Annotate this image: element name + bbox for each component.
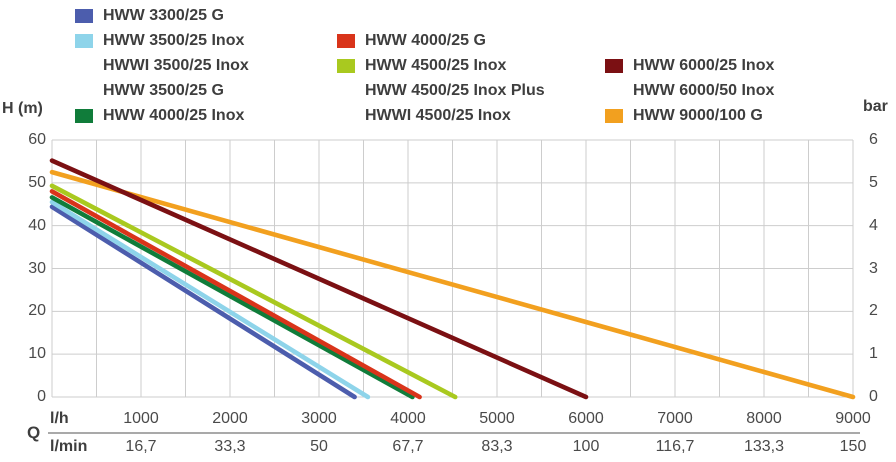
legend-item-label: HWW 4000/25 G (365, 31, 486, 49)
legend-item-label: HWW 4500/25 Inox Plus (365, 81, 545, 99)
legend-item: HWW 4000/25 Inox (75, 103, 249, 128)
x-axis-tick-lh: 9000 (835, 410, 871, 427)
x-axis-tick-lmin: 16,7 (125, 438, 157, 455)
legend-item-label: HWWI 4500/25 Inox (365, 106, 511, 124)
x-axis-tick-lh: 6000 (568, 410, 604, 427)
curve-hww-9000-100-g (49, 169, 856, 400)
legend-swatch-darkred (605, 58, 623, 73)
x-unit-label-lh: l/h (50, 410, 69, 427)
x-axis-tick-lmin: 150 (839, 438, 867, 455)
y2-axis-tick: 6 (869, 131, 878, 148)
x-axis-tick-lh: 5000 (479, 410, 515, 427)
curve-hww-4000-25-inox (49, 195, 415, 400)
legend-item: HWWI 3500/25 Inox (75, 53, 249, 78)
legend-column-3: HWW 6000/25 Inox HWW 6000/50 Inox HWW 90… (605, 53, 774, 128)
legend-item-label: HWW 3500/25 G (103, 81, 224, 99)
legend-column-2: HWW 4000/25 G HWW 4500/25 Inox HWW 4500/… (337, 28, 545, 128)
y2-axis-tick: 5 (869, 173, 878, 191)
x-axis-tick-lmin: 33,3 (214, 438, 246, 455)
y2-axis-tick: 2 (869, 302, 878, 320)
curve-hww-4000-25-g (49, 189, 422, 400)
legend-swatch-empty (75, 59, 93, 73)
legend-swatch-yellowgreen (337, 58, 355, 73)
x-axis-tick-lmin: 83,3 (481, 438, 513, 455)
legend-item: HWWI 4500/25 Inox (337, 103, 545, 128)
y-axis-tick: 60 (28, 131, 46, 148)
x-axis-tick-lmin: 50 (310, 438, 328, 455)
legend-item-label: HWW 4500/25 Inox (365, 56, 507, 74)
legend-swatch-green (75, 108, 93, 123)
x-axis-tick-lmin: 100 (572, 438, 600, 455)
legend-swatch-empty (605, 84, 623, 98)
x-axis-tick-lh: 4000 (390, 410, 426, 427)
x-axis-tick-lmin: 133,3 (743, 438, 785, 455)
x-unit-label-lmin: l/min (50, 438, 88, 455)
legend-item-label: HWW 3500/25 Inox (103, 31, 245, 49)
y2-axis-title: bar (863, 98, 888, 115)
curve-hww-3500-25 (49, 199, 371, 400)
y-axis-tick: 40 (28, 216, 46, 234)
y-axis-tick: 50 (28, 173, 46, 191)
legend-swatch-empty (337, 109, 355, 123)
x-axis-tick-lh: 3000 (301, 410, 337, 427)
legend-item: HWW 3300/25 G (75, 3, 249, 28)
legend-item: HWW 3500/25 Inox (75, 28, 249, 53)
y-axis-title: H (m) (2, 100, 43, 117)
y2-axis-tick: 1 (869, 345, 878, 363)
legend-item: HWW 4000/25 G (337, 28, 545, 53)
x-axis-tick-lh: 8000 (746, 410, 782, 427)
legend-item: HWW 3500/25 G (75, 78, 249, 103)
legend-item-label: HWW 6000/25 Inox (633, 56, 775, 74)
legend-item-label: HWW 3300/25 G (103, 6, 224, 24)
legend-column-1: HWW 3300/25 G HWW 3500/25 Inox HWWI 3500… (75, 3, 249, 128)
legend-item: HWW 4500/25 Inox (337, 53, 545, 78)
legend-swatch-lightblue (75, 33, 93, 48)
legend-item: HWW 6000/25 Inox (605, 53, 774, 78)
x-axis-tick-lh: 1000 (123, 410, 159, 427)
legend-swatch-orange (605, 108, 623, 123)
y-axis-tick: 0 (37, 388, 46, 405)
x-axis-title-q: Q (27, 423, 41, 442)
legend-swatch-blue (75, 8, 93, 23)
x-axis-tick-lmin: 116,7 (655, 438, 695, 455)
x-axis-tick-lh: 7000 (657, 410, 693, 427)
x-axis-tick-lh: 2000 (212, 410, 248, 427)
y2-axis-tick: 0 (869, 388, 878, 405)
legend-item-label: HWW 9000/100 G (633, 106, 763, 124)
legend-item: HWW 6000/50 Inox (605, 78, 774, 103)
y2-axis-tick: 3 (869, 259, 878, 277)
legend-item-label: HWW 6000/50 Inox (633, 81, 775, 99)
legend-item: HWW 9000/100 G (605, 103, 774, 128)
y-axis-tick: 20 (28, 302, 46, 320)
curve-hww-6000 (49, 158, 589, 400)
legend-item-label: HWWI 3500/25 Inox (103, 56, 249, 74)
y2-axis-tick: 4 (869, 216, 878, 234)
legend-item-label: HWW 4000/25 Inox (103, 106, 245, 124)
y-axis-tick: 30 (28, 259, 46, 277)
x-axis-tick-lmin: 67,7 (392, 438, 424, 455)
legend-item: HWW 4500/25 Inox Plus (337, 78, 545, 103)
x-axis-unit-divider (48, 432, 860, 434)
legend-swatch-empty (337, 84, 355, 98)
legend-swatch-red (337, 33, 355, 48)
legend-swatch-empty (75, 84, 93, 98)
y-axis-tick: 10 (28, 345, 46, 363)
curve-hww-3300-25-g (49, 204, 357, 400)
curve-hww-4500-25 (49, 183, 458, 400)
